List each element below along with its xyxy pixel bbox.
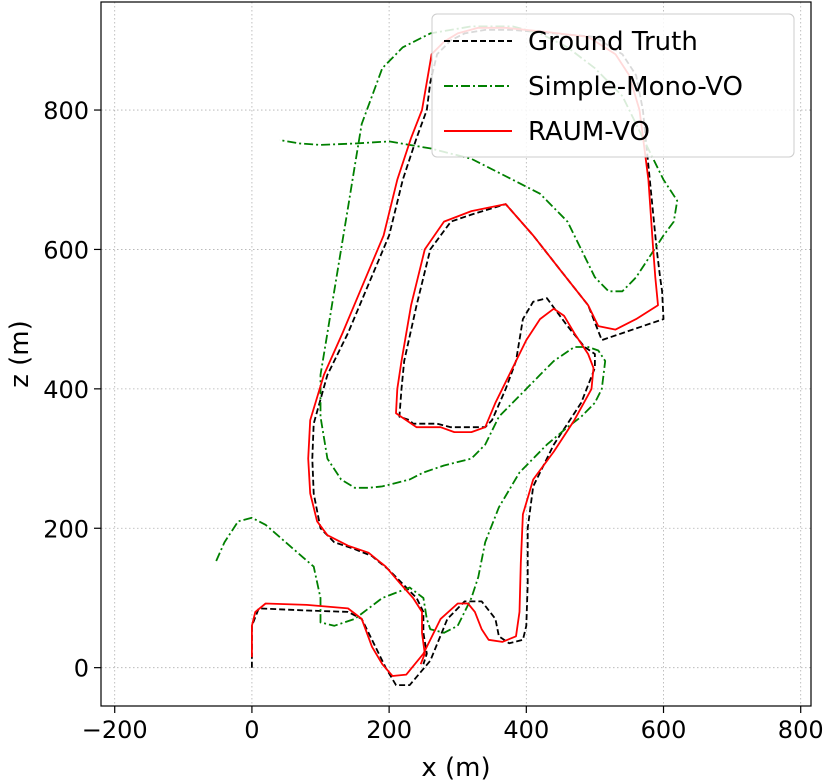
series-line-raum-vo <box>251 26 659 677</box>
x-tick-label: 0 <box>244 716 259 744</box>
x-tick-label: 800 <box>778 716 824 744</box>
legend-box <box>431 13 795 158</box>
plot-frame <box>100 1 812 707</box>
series-line-simple-mono-vo <box>215 25 679 634</box>
x-tick-label: 400 <box>503 716 549 744</box>
series-line-ground-truth <box>251 29 665 686</box>
legend-entry-label: Ground Truth <box>528 27 698 57</box>
y-tick-label: 800 <box>43 97 89 125</box>
series-layer <box>215 25 679 686</box>
legend-entry-label: Simple-Mono-VO <box>528 72 743 102</box>
legend-entry-label: RAUM-VO <box>528 117 650 147</box>
y-tick-label: 0 <box>74 655 89 683</box>
y-tick-label: 600 <box>43 236 89 264</box>
y-tick-label: 400 <box>43 376 89 404</box>
legend: Ground Truth Simple-Mono-VO RAUM-VO <box>431 13 795 158</box>
y-tick-label: 200 <box>43 515 89 543</box>
x-tick-label: 200 <box>366 716 412 744</box>
x-axis-label: x (m) <box>421 753 490 782</box>
ticks: −200 0 200 400 600 800 0 200 400 600 800 <box>43 97 823 744</box>
y-axis-label: z (m) <box>5 320 35 388</box>
x-tick-label: 600 <box>641 716 687 744</box>
x-tick-label: −200 <box>82 716 148 744</box>
